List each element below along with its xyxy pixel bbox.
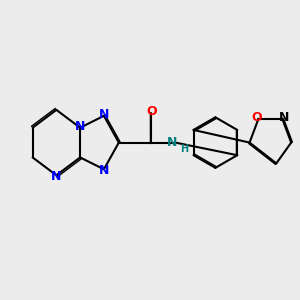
Text: N: N — [99, 108, 109, 121]
Text: N: N — [167, 136, 178, 149]
Text: O: O — [252, 111, 262, 124]
Text: N: N — [99, 164, 109, 177]
Text: H: H — [180, 144, 188, 154]
Text: N: N — [279, 111, 289, 124]
Text: O: O — [146, 105, 157, 118]
Text: N: N — [51, 170, 62, 183]
Text: N: N — [75, 120, 85, 133]
